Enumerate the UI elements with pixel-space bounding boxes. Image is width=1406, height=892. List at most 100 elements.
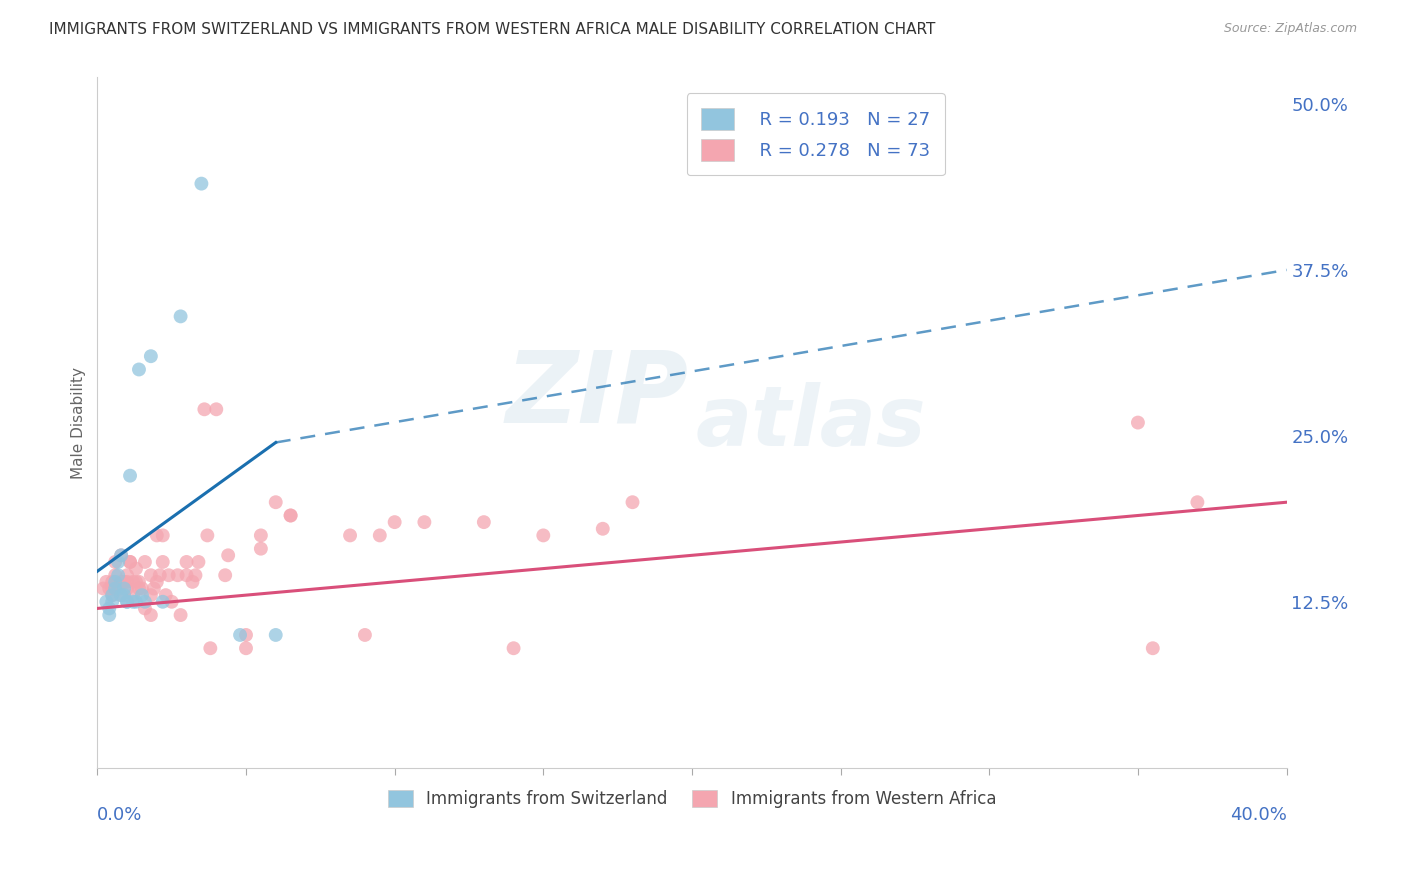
Point — [235, 641, 257, 656]
Point — [110, 588, 132, 602]
Point — [139, 349, 162, 363]
Point — [157, 568, 180, 582]
Point — [384, 515, 406, 529]
Point — [125, 561, 148, 575]
Point — [120, 555, 142, 569]
Y-axis label: Male Disability: Male Disability — [72, 367, 86, 479]
Point — [128, 582, 150, 596]
Point — [120, 468, 142, 483]
Point — [472, 515, 495, 529]
Point — [115, 595, 138, 609]
Point — [531, 528, 554, 542]
Point — [112, 588, 135, 602]
Point — [131, 588, 153, 602]
Point — [152, 555, 174, 569]
Point — [112, 582, 135, 596]
Point — [120, 555, 142, 569]
Point — [107, 582, 129, 596]
Point — [160, 595, 183, 609]
Point — [98, 608, 121, 623]
Point — [235, 628, 257, 642]
Point — [152, 595, 174, 609]
Point — [101, 574, 124, 589]
Point — [96, 595, 118, 609]
Text: 0.0%: 0.0% — [97, 805, 143, 823]
Point — [115, 574, 138, 589]
Point — [169, 310, 191, 324]
Point — [96, 574, 118, 589]
Point — [592, 522, 614, 536]
Point — [104, 582, 127, 596]
Point — [134, 555, 156, 569]
Point — [122, 595, 145, 609]
Point — [413, 515, 436, 529]
Point — [193, 402, 215, 417]
Point — [166, 568, 188, 582]
Point — [181, 574, 204, 589]
Point — [125, 574, 148, 589]
Text: ZIP: ZIP — [505, 346, 689, 443]
Point — [110, 549, 132, 563]
Point — [502, 641, 524, 656]
Point — [128, 362, 150, 376]
Point — [264, 628, 287, 642]
Point — [104, 555, 127, 569]
Point — [115, 595, 138, 609]
Point — [104, 574, 127, 589]
Point — [98, 582, 121, 596]
Point — [176, 568, 198, 582]
Point — [155, 588, 177, 602]
Point — [115, 582, 138, 596]
Point — [280, 508, 302, 523]
Point — [250, 541, 273, 556]
Point — [146, 574, 169, 589]
Point — [134, 595, 156, 609]
Point — [101, 582, 124, 596]
Point — [200, 641, 222, 656]
Point — [190, 177, 212, 191]
Point — [1187, 495, 1209, 509]
Point — [128, 574, 150, 589]
Point — [1126, 416, 1149, 430]
Point — [107, 555, 129, 569]
Point — [139, 588, 162, 602]
Point — [229, 628, 252, 642]
Point — [107, 568, 129, 582]
Text: 40.0%: 40.0% — [1230, 805, 1286, 823]
Point — [125, 595, 148, 609]
Point — [110, 574, 132, 589]
Point — [101, 588, 124, 602]
Point — [104, 568, 127, 582]
Point — [621, 495, 644, 509]
Point — [122, 574, 145, 589]
Point — [149, 568, 172, 582]
Point — [134, 601, 156, 615]
Point — [264, 495, 287, 509]
Point — [131, 582, 153, 596]
Point — [91, 582, 114, 596]
Point — [139, 608, 162, 623]
Point — [146, 528, 169, 542]
Legend: Immigrants from Switzerland, Immigrants from Western Africa: Immigrants from Switzerland, Immigrants … — [381, 783, 1002, 814]
Text: Source: ZipAtlas.com: Source: ZipAtlas.com — [1223, 22, 1357, 36]
Point — [339, 528, 361, 542]
Point — [101, 595, 124, 609]
Point — [368, 528, 391, 542]
Point — [101, 588, 124, 602]
Point — [112, 574, 135, 589]
Point — [152, 528, 174, 542]
Point — [122, 588, 145, 602]
Point — [1142, 641, 1164, 656]
Text: IMMIGRANTS FROM SWITZERLAND VS IMMIGRANTS FROM WESTERN AFRICA MALE DISABILITY CO: IMMIGRANTS FROM SWITZERLAND VS IMMIGRANT… — [49, 22, 935, 37]
Point — [187, 555, 209, 569]
Point — [280, 508, 302, 523]
Point — [176, 555, 198, 569]
Point — [115, 568, 138, 582]
Point — [250, 528, 273, 542]
Point — [98, 601, 121, 615]
Point — [214, 568, 236, 582]
Point — [139, 568, 162, 582]
Point — [110, 549, 132, 563]
Point — [217, 549, 239, 563]
Point — [184, 568, 207, 582]
